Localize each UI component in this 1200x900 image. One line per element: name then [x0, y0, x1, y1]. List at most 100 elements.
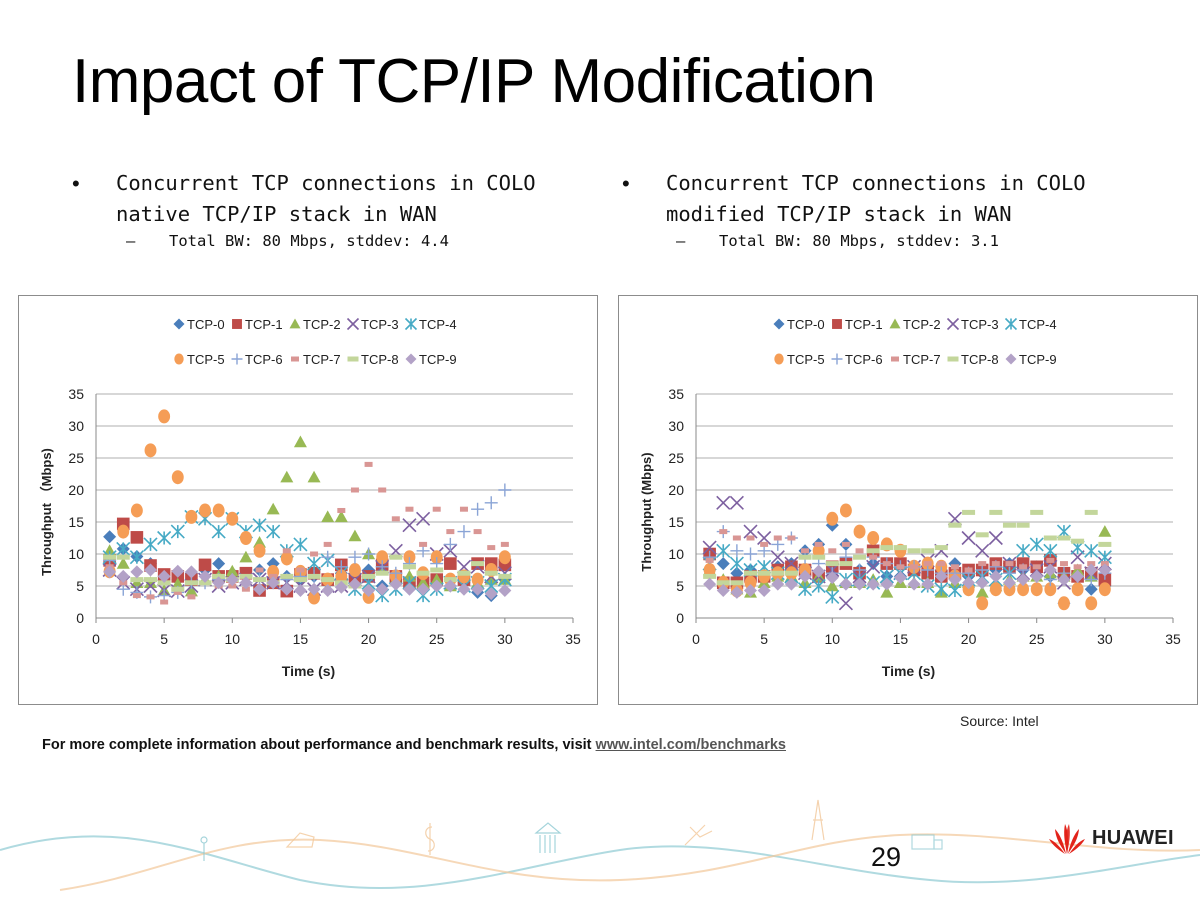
data-point: [158, 409, 171, 424]
legend-item-tcp-7[interactable]: TCP-7: [291, 352, 341, 367]
y-tick-label: 30: [68, 418, 84, 434]
y-tick-label: 25: [68, 450, 84, 466]
data-point-shape: [143, 537, 158, 552]
data-point: [362, 573, 376, 579]
legend-item-tcp-9[interactable]: TCP-9: [405, 352, 457, 367]
legend-item-tcp-4[interactable]: TCP-4: [1004, 317, 1057, 332]
data-point: [814, 541, 823, 547]
data-point: [307, 470, 321, 483]
data-point-shape: [255, 567, 264, 573]
data-point: [869, 554, 878, 560]
data-point-shape: [226, 511, 239, 526]
data-point: [989, 582, 1002, 597]
data-point: [187, 594, 196, 600]
data-point: [375, 570, 389, 576]
data-point-shape: [211, 524, 226, 539]
legend-item-tcp-7[interactable]: TCP-7: [891, 352, 941, 367]
data-point: [880, 585, 894, 598]
data-point-shape: [841, 541, 850, 547]
data-point: [880, 545, 894, 551]
legend-item-tcp-0[interactable]: TCP-0: [773, 317, 825, 332]
data-point: [321, 583, 335, 597]
data-point-shape: [280, 573, 294, 579]
data-point: [962, 509, 976, 515]
data-point-shape: [471, 572, 484, 587]
legend-label: TCP-9: [1019, 352, 1057, 367]
data-point: [757, 570, 771, 576]
legend-item-tcp-4[interactable]: TCP-4: [404, 317, 457, 332]
legend-item-tcp-1[interactable]: TCP-1: [232, 317, 283, 332]
legend-item-tcp-8[interactable]: TCP-8: [347, 352, 399, 367]
data-point: [375, 582, 389, 596]
legend-item-tcp-1[interactable]: TCP-1: [832, 317, 883, 332]
legend-label: TCP-0: [187, 317, 225, 332]
data-point: [170, 524, 185, 539]
data-point: [391, 516, 400, 522]
data-point-shape: [703, 563, 716, 577]
series-tcp-9: [703, 563, 1112, 599]
data-point: [907, 577, 921, 591]
y-tick-label: 15: [68, 514, 84, 530]
data-point: [1030, 582, 1043, 597]
data-point-shape: [402, 518, 417, 533]
legend-item-tcp-3[interactable]: TCP-3: [946, 317, 999, 332]
data-point: [280, 582, 294, 596]
data-point-shape: [853, 524, 866, 539]
data-point-shape: [1057, 573, 1071, 587]
benchmarks-link[interactable]: www.intel.com/benchmarks: [595, 737, 786, 753]
legend-item-tcp-0[interactable]: TCP-0: [173, 317, 225, 332]
data-point: [266, 502, 280, 515]
data-point-shape: [907, 548, 921, 554]
data-point-shape: [416, 511, 431, 526]
data-point-shape: [962, 509, 976, 515]
legend-item-tcp-8[interactable]: TCP-8: [947, 352, 999, 367]
legend-marker: [347, 356, 359, 362]
x-tick-label: 20: [361, 631, 377, 647]
legend-item-tcp-5[interactable]: TCP-5: [174, 352, 225, 367]
data-point-shape: [729, 495, 744, 510]
data-point-shape: [730, 585, 744, 599]
data-point-shape: [457, 570, 471, 576]
data-point: [948, 573, 962, 587]
legend-item-tcp-9[interactable]: TCP-9: [1005, 352, 1057, 367]
legend-marker-shape: [889, 318, 901, 329]
data-point: [173, 589, 182, 595]
data-point: [787, 535, 796, 541]
legend-marker: [889, 318, 901, 329]
legend-label: TCP-7: [903, 352, 941, 367]
data-point-shape: [389, 577, 403, 591]
data-point: [253, 535, 267, 548]
data-point: [907, 548, 921, 554]
legend-item-tcp-2[interactable]: TCP-2: [889, 317, 941, 332]
data-point-shape: [457, 525, 471, 539]
data-point: [703, 573, 717, 579]
data-point-shape: [961, 530, 976, 546]
bullet-left: • Concurrent TCP connections in COLO nat…: [72, 168, 536, 250]
data-point-shape: [500, 541, 509, 547]
legend-item-tcp-6[interactable]: TCP-6: [231, 352, 283, 367]
data-point: [160, 599, 169, 605]
data-point-shape: [787, 535, 796, 541]
legend-item-tcp-3[interactable]: TCP-3: [346, 317, 399, 332]
data-point: [484, 496, 498, 510]
legend-item-tcp-6[interactable]: TCP-6: [831, 352, 883, 367]
data-point-shape: [1084, 582, 1098, 596]
data-point-shape: [1043, 563, 1057, 577]
data-point-shape: [158, 409, 171, 424]
data-point-shape: [1059, 561, 1068, 567]
data-point-shape: [335, 569, 348, 584]
data-point-shape: [801, 548, 810, 554]
legend-marker-shape: [173, 318, 185, 330]
data-point: [975, 543, 990, 558]
data-point-shape: [130, 565, 144, 579]
data-point: [1043, 543, 1058, 558]
legend-item-tcp-2[interactable]: TCP-2: [289, 317, 341, 332]
data-point: [934, 582, 949, 597]
data-point: [1098, 525, 1112, 537]
data-point-shape: [375, 570, 389, 576]
data-point-shape: [1016, 573, 1030, 587]
data-point-shape: [364, 461, 373, 467]
legend-item-tcp-5[interactable]: TCP-5: [774, 352, 825, 367]
data-point-shape: [716, 557, 730, 571]
data-point: [116, 569, 130, 583]
